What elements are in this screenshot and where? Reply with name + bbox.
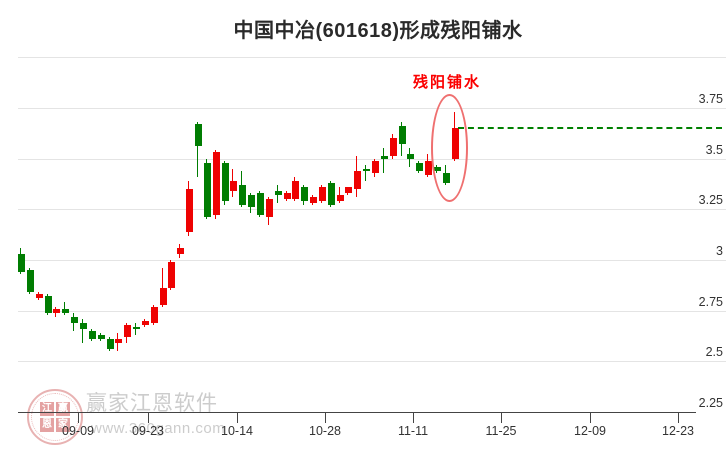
x-axis-tick	[237, 413, 238, 423]
x-axis-tick	[413, 413, 414, 423]
candle-wick	[365, 165, 366, 181]
candle-body	[310, 197, 317, 203]
x-axis-label: 09-23	[132, 424, 164, 438]
x-axis-tick	[148, 413, 149, 423]
candle-wick	[64, 302, 65, 315]
candle-body	[381, 156, 388, 159]
y-axis-label: 3.75	[698, 92, 723, 106]
watermark-url-text: www.360gann.com	[91, 420, 226, 437]
pattern-highlight-ellipse	[431, 94, 468, 202]
candle-body	[239, 185, 246, 205]
candle-body	[416, 163, 423, 171]
candle-wick	[82, 319, 83, 343]
candle-body	[107, 339, 114, 349]
candle-wick	[197, 122, 198, 177]
candle-body	[45, 296, 52, 313]
y-axis-label: 3	[716, 244, 723, 258]
candle-body	[337, 195, 344, 201]
candle-body	[151, 307, 158, 323]
watermark-brand-text: 赢家江恩软件	[86, 392, 218, 415]
seal-char: 恩	[40, 418, 54, 432]
candle-body	[292, 181, 299, 199]
candle-body	[62, 309, 69, 313]
candle-wick	[383, 148, 384, 173]
chart-title: 中国中冶(601618)形成残阳铺水	[233, 20, 523, 42]
gridline	[18, 108, 726, 109]
candle-body	[213, 152, 220, 215]
x-axis-tick	[78, 413, 79, 423]
candle-body	[284, 193, 291, 199]
x-axis-label: 11-11	[397, 424, 429, 438]
candle-body	[124, 325, 131, 337]
seal-char: 江	[40, 402, 54, 416]
candle-body	[407, 154, 414, 159]
candle-body	[168, 262, 175, 288]
candle-body	[230, 181, 237, 191]
y-axis-label: 2.75	[698, 295, 723, 309]
x-axis-tick	[678, 413, 679, 423]
candle-body	[399, 126, 406, 144]
x-axis-label: 10-28	[309, 424, 341, 438]
y-axis-label: 3.25	[698, 193, 723, 207]
gridline	[18, 311, 726, 312]
seal-char: 家	[56, 418, 70, 432]
x-axis-label: 10-14	[221, 424, 253, 438]
candle-body	[301, 187, 308, 201]
candle-wick	[162, 268, 163, 307]
candle-body	[133, 327, 140, 329]
x-axis-label: 11-25	[485, 424, 517, 438]
y-axis-label: 2.5	[705, 345, 723, 359]
candle-body	[372, 161, 379, 173]
candle-body	[319, 187, 326, 201]
x-axis-line	[18, 412, 696, 413]
candle-body	[89, 331, 96, 339]
pattern-annotation-label: 残阳铺水	[412, 74, 481, 91]
candle-body	[354, 171, 361, 189]
candle-body	[257, 193, 264, 215]
candle-body	[27, 270, 34, 292]
candle-body	[345, 187, 352, 193]
gridline	[18, 361, 726, 362]
candle-body	[363, 169, 370, 171]
y-axis-label: 2.25	[698, 396, 723, 410]
y-axis-label: 3.5	[705, 143, 723, 157]
candle-body	[195, 124, 202, 146]
candle-body	[328, 183, 335, 205]
candle-body	[204, 163, 211, 217]
x-axis-label: 12-09	[574, 424, 606, 438]
candle-body	[266, 199, 273, 217]
candle-body	[275, 191, 282, 195]
x-axis-tick	[501, 413, 502, 423]
candle-body	[142, 321, 149, 325]
x-axis-label: 09-09	[62, 424, 94, 438]
candle-body	[36, 294, 43, 298]
candle-body	[98, 335, 105, 339]
gridline	[18, 260, 726, 261]
seal-outer-ring-icon	[27, 389, 83, 445]
gridline	[18, 57, 726, 58]
seal-char: 赢	[56, 402, 70, 416]
candle-body	[390, 138, 397, 156]
gridline	[18, 159, 726, 160]
candle-body	[177, 248, 184, 254]
candle-body	[186, 189, 193, 232]
candle-body	[80, 323, 87, 329]
x-axis-tick	[590, 413, 591, 423]
candle-body	[222, 163, 229, 201]
candle-body	[18, 254, 25, 272]
candle-wick	[135, 323, 136, 335]
candle-body	[425, 161, 432, 175]
candle-body	[53, 309, 60, 313]
last-close-dashed-line	[458, 127, 722, 129]
gridline	[18, 209, 726, 210]
x-axis-label: 12-23	[662, 424, 694, 438]
candle-body	[115, 339, 122, 343]
x-axis-tick	[325, 413, 326, 423]
candle-body	[248, 195, 255, 207]
candle-body	[71, 317, 78, 323]
candle-body	[160, 288, 167, 305]
